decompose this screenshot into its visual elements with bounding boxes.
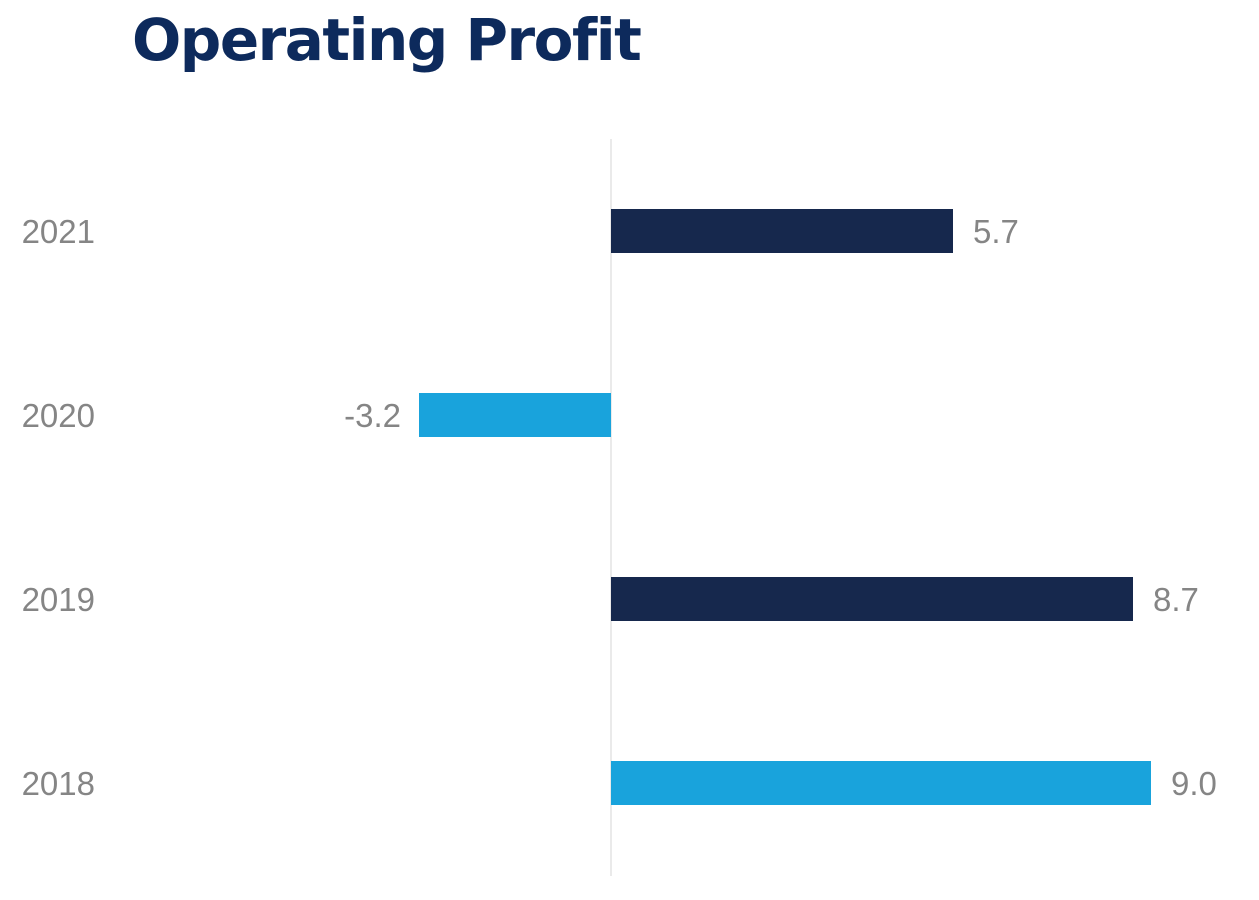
bar-2018 <box>611 761 1151 805</box>
category-label-2020: 2020 <box>22 397 95 434</box>
chart-title: Operating Profit <box>132 6 642 74</box>
value-label-2019: 8.7 <box>1153 581 1199 618</box>
bar-2020 <box>419 393 611 437</box>
labels-layer: 2021 5.7 2020 -3.2 2019 8.7 2018 9.0 <box>22 213 1217 802</box>
value-label-2018: 9.0 <box>1171 765 1217 802</box>
value-label-2021: 5.7 <box>973 213 1019 250</box>
bars-layer <box>419 209 1151 805</box>
value-label-2020: -3.2 <box>344 397 401 434</box>
category-label-2018: 2018 <box>22 765 95 802</box>
bar-2019 <box>611 577 1133 621</box>
bar-2021 <box>611 209 953 253</box>
category-label-2019: 2019 <box>22 581 95 618</box>
category-label-2021: 2021 <box>22 213 95 250</box>
